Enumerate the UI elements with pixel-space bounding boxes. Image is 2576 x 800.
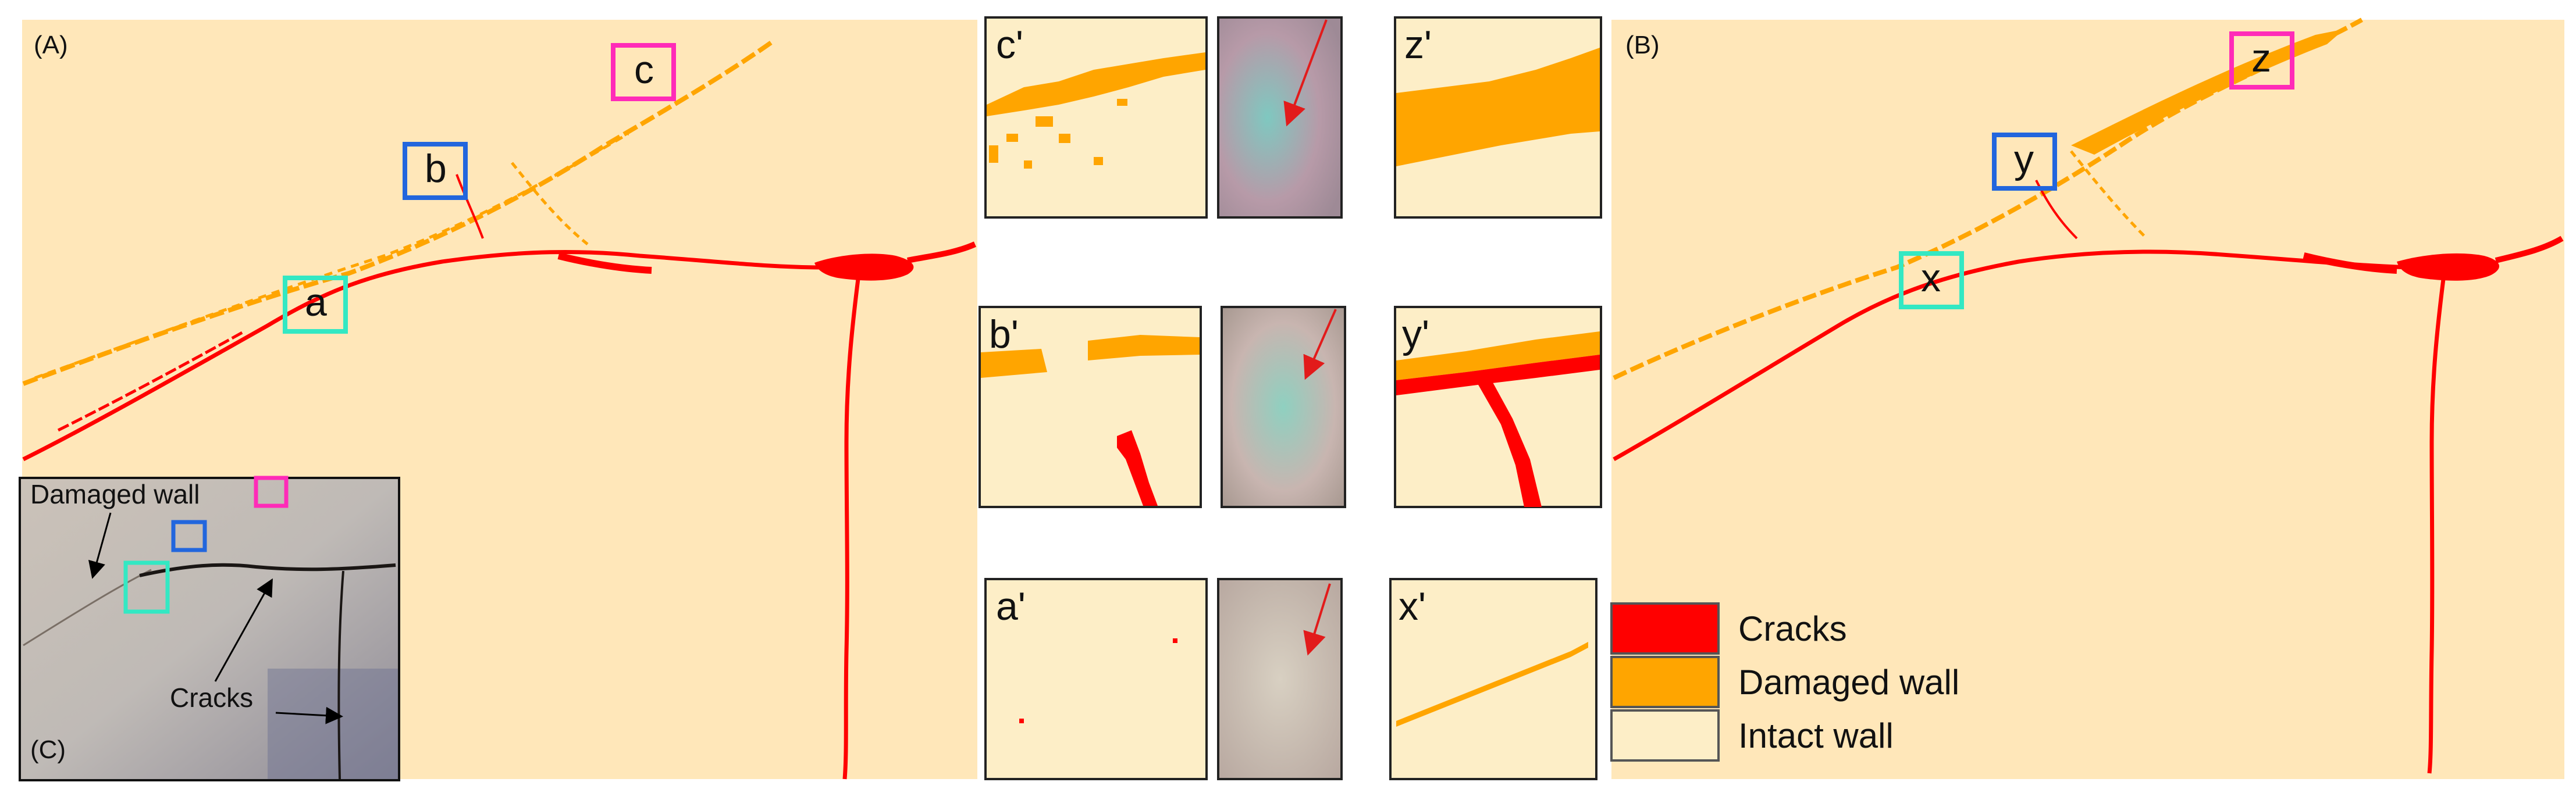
panel-a-label: (A)	[34, 31, 68, 59]
crack-blob	[814, 253, 914, 281]
panel-a-box-c-letter: c	[634, 48, 654, 92]
crack-left-band	[557, 252, 652, 274]
panel-a-box-b	[403, 142, 468, 200]
legend-item-cracks: Cracks	[1610, 602, 1847, 655]
damaged-label-arrow	[88, 512, 112, 579]
legend-swatch-intact	[1610, 709, 1720, 762]
thumb-y-prime: y'	[1394, 306, 1602, 508]
b-damaged-thick-band	[2071, 29, 2344, 155]
b-crack-vertical	[2427, 278, 2446, 774]
crack-vertical	[842, 278, 860, 780]
thumb-b-prime: b'	[979, 306, 1202, 508]
panel-c-vignette	[268, 669, 398, 779]
legend-label-cracks: Cracks	[1738, 609, 1847, 648]
thumb-z-prime-label: z'	[1404, 23, 1432, 67]
panel-b: (B) z y x	[1611, 17, 2564, 779]
panel-a-box-b-letter: b	[425, 147, 447, 191]
legend: Cracks Damaged wall Intact wall	[1610, 602, 1959, 762]
thumb-y-prime-label: y'	[1402, 312, 1429, 356]
thumb-x-prime-label: x'	[1399, 584, 1426, 628]
damaged-wall-branch	[511, 162, 589, 245]
panel-b-box-y	[1992, 133, 2057, 191]
thumb-z-prime: z'	[1394, 16, 1602, 219]
thumb-b-prime-label: b'	[989, 312, 1019, 356]
b-crack-right-edge	[2495, 235, 2564, 263]
panel-c-photo	[19, 477, 400, 781]
legend-swatch-cracks	[1610, 602, 1720, 655]
panel-c-box-b	[171, 520, 207, 552]
panel-c-label: (C)	[30, 735, 66, 764]
damaged-wall-upper-band-2	[34, 132, 629, 380]
b-damaged-branch	[2070, 150, 2148, 240]
b-crack-diagonal	[1613, 249, 2409, 462]
b-crack-blob	[2397, 253, 2500, 281]
panel-b-box-z-letter: z	[2251, 36, 2271, 80]
thumb-spectral-1	[1217, 16, 1343, 219]
legend-item-damaged: Damaged wall	[1610, 656, 1959, 708]
photo-crack-diagonal	[23, 569, 152, 647]
panel-a-box-a-letter: a	[305, 280, 327, 324]
panel-b-box-y-letter: y	[2014, 137, 2034, 181]
thumb-c-prime: c'	[984, 16, 1208, 219]
thumb-a-prime: a'	[984, 578, 1208, 780]
thumb-spectral-2	[1221, 306, 1346, 508]
panel-c-damaged-label: Damaged wall	[30, 479, 200, 509]
b-crack-left-band	[2303, 252, 2397, 274]
panel-c-box-c	[254, 476, 289, 508]
cracks-label-arrow-2	[275, 706, 343, 724]
crack-right-edge	[907, 241, 977, 263]
legend-swatch-damaged	[1610, 656, 1720, 708]
thumb-spectral-3	[1217, 578, 1343, 780]
photo-crack-vertical	[337, 570, 344, 780]
crack-diagonal-2	[57, 330, 245, 432]
thumb-c-prime-label: c'	[996, 23, 1023, 67]
thumb-x-prime: x'	[1389, 578, 1597, 780]
crack-small-branch	[456, 174, 484, 239]
panel-a-box-a	[283, 276, 348, 334]
panel-a-box-c	[611, 43, 676, 101]
panel-b-box-z	[2229, 31, 2294, 90]
legend-label-damaged: Damaged wall	[1738, 663, 1959, 702]
thumb-a-prime-label: a'	[996, 584, 1026, 628]
panel-b-box-x	[1899, 251, 1964, 309]
panel-b-box-x-letter: x	[1921, 256, 1941, 300]
panel-c-cracks-label: Cracks	[170, 683, 253, 713]
cracks-label-arrow-1	[214, 578, 273, 682]
photo-crack-horizontal	[139, 563, 396, 577]
legend-item-intact: Intact wall	[1610, 709, 1894, 762]
damaged-wall-upper-band	[22, 38, 775, 386]
legend-label-intact: Intact wall	[1738, 716, 1894, 755]
panel-c-box-a	[123, 560, 170, 614]
crack-diagonal	[22, 249, 827, 462]
thumbnail-grid: c' z' b' y'	[979, 16, 1602, 780]
panel-c: Damaged wall Cracks (C)	[19, 476, 400, 781]
panel-b-label: (B)	[1625, 31, 1660, 59]
